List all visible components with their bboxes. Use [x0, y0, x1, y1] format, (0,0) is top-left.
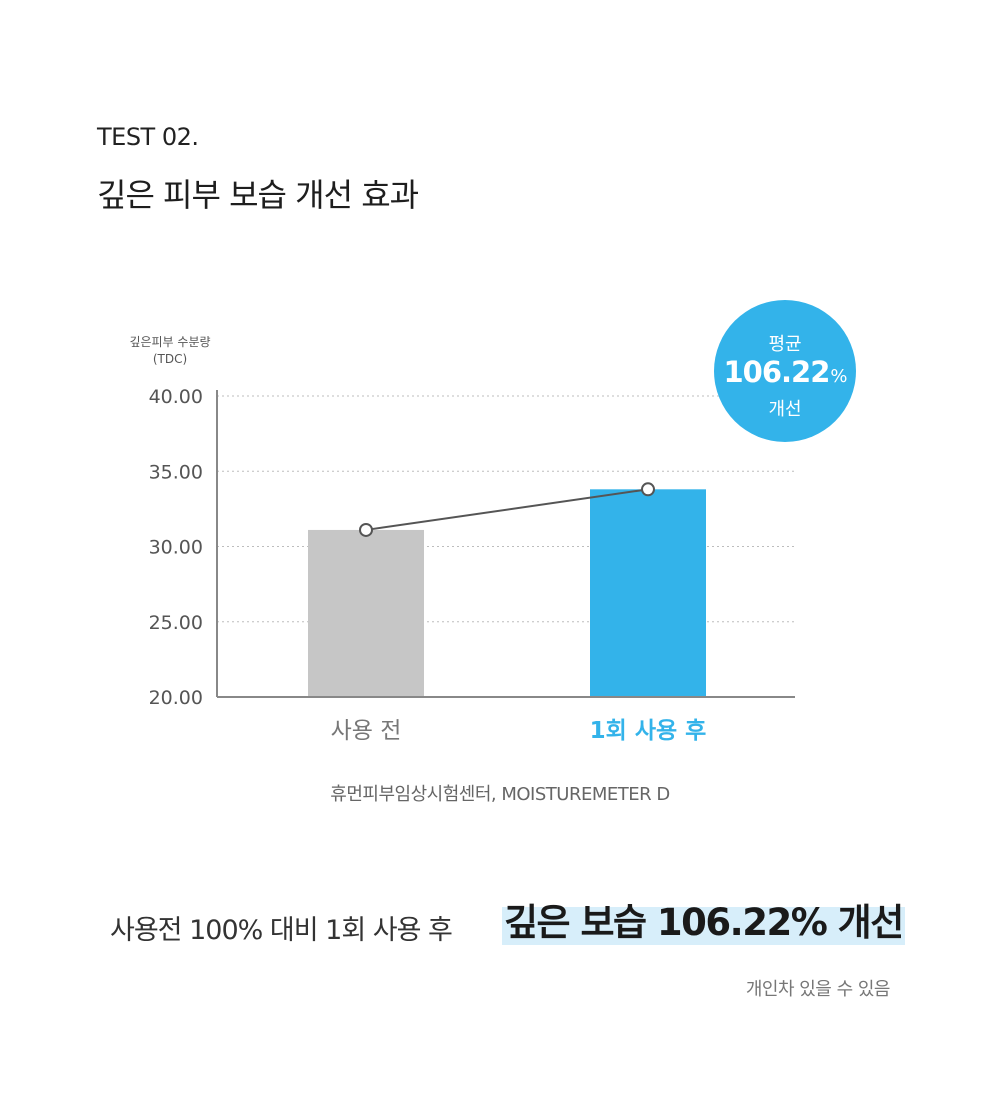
badge-unit: % — [830, 366, 847, 387]
y-tick-label: 25.00 — [149, 612, 203, 634]
data-point — [359, 522, 373, 537]
summary-highlight: 깊은 보습 106.22% 개선 — [502, 901, 905, 945]
badge-value: 106.22% — [714, 355, 856, 389]
x-category-label: 사용 전 — [331, 718, 402, 744]
y-tick-label: 40.00 — [149, 386, 203, 408]
x-category-label: 1회 사용 후 — [590, 718, 707, 744]
trend-line — [365, 488, 649, 531]
badge-label-top: 평균 — [768, 334, 802, 355]
bar — [308, 529, 424, 697]
bar-chart: 20.00 25.00 30.00 35.00 40.00 사용 전 1회 사용 후 — [149, 386, 795, 744]
y-tick-label: 20.00 — [149, 687, 203, 709]
average-improvement-badge: 평균 106.22% 개선 — [714, 300, 856, 442]
badge-label-bottom: 개선 — [768, 399, 802, 420]
disclaimer-note: 개인차 있을 수 있음 — [745, 979, 891, 1000]
y-tick-label: 30.00 — [149, 537, 203, 559]
bar — [590, 489, 706, 697]
test-label: TEST 02. — [97, 123, 199, 151]
y-axis-label-line1: 깊은피부 수분량 — [129, 335, 211, 349]
source-citation: 휴먼피부임상시험센터, MOISTUREMETER D — [330, 784, 670, 805]
summary-text: 사용전 100% 대비 1회 사용 후 — [110, 915, 453, 946]
badge-number: 106.22 — [723, 355, 830, 389]
data-point — [641, 482, 655, 497]
y-axis-label: 깊은피부 수분량 (TDC) — [100, 334, 240, 368]
page-title: 깊은 피부 보습 개선 효과 — [97, 176, 419, 214]
y-axis-label-line2: (TDC) — [152, 352, 188, 366]
y-tick-label: 35.00 — [149, 461, 203, 483]
